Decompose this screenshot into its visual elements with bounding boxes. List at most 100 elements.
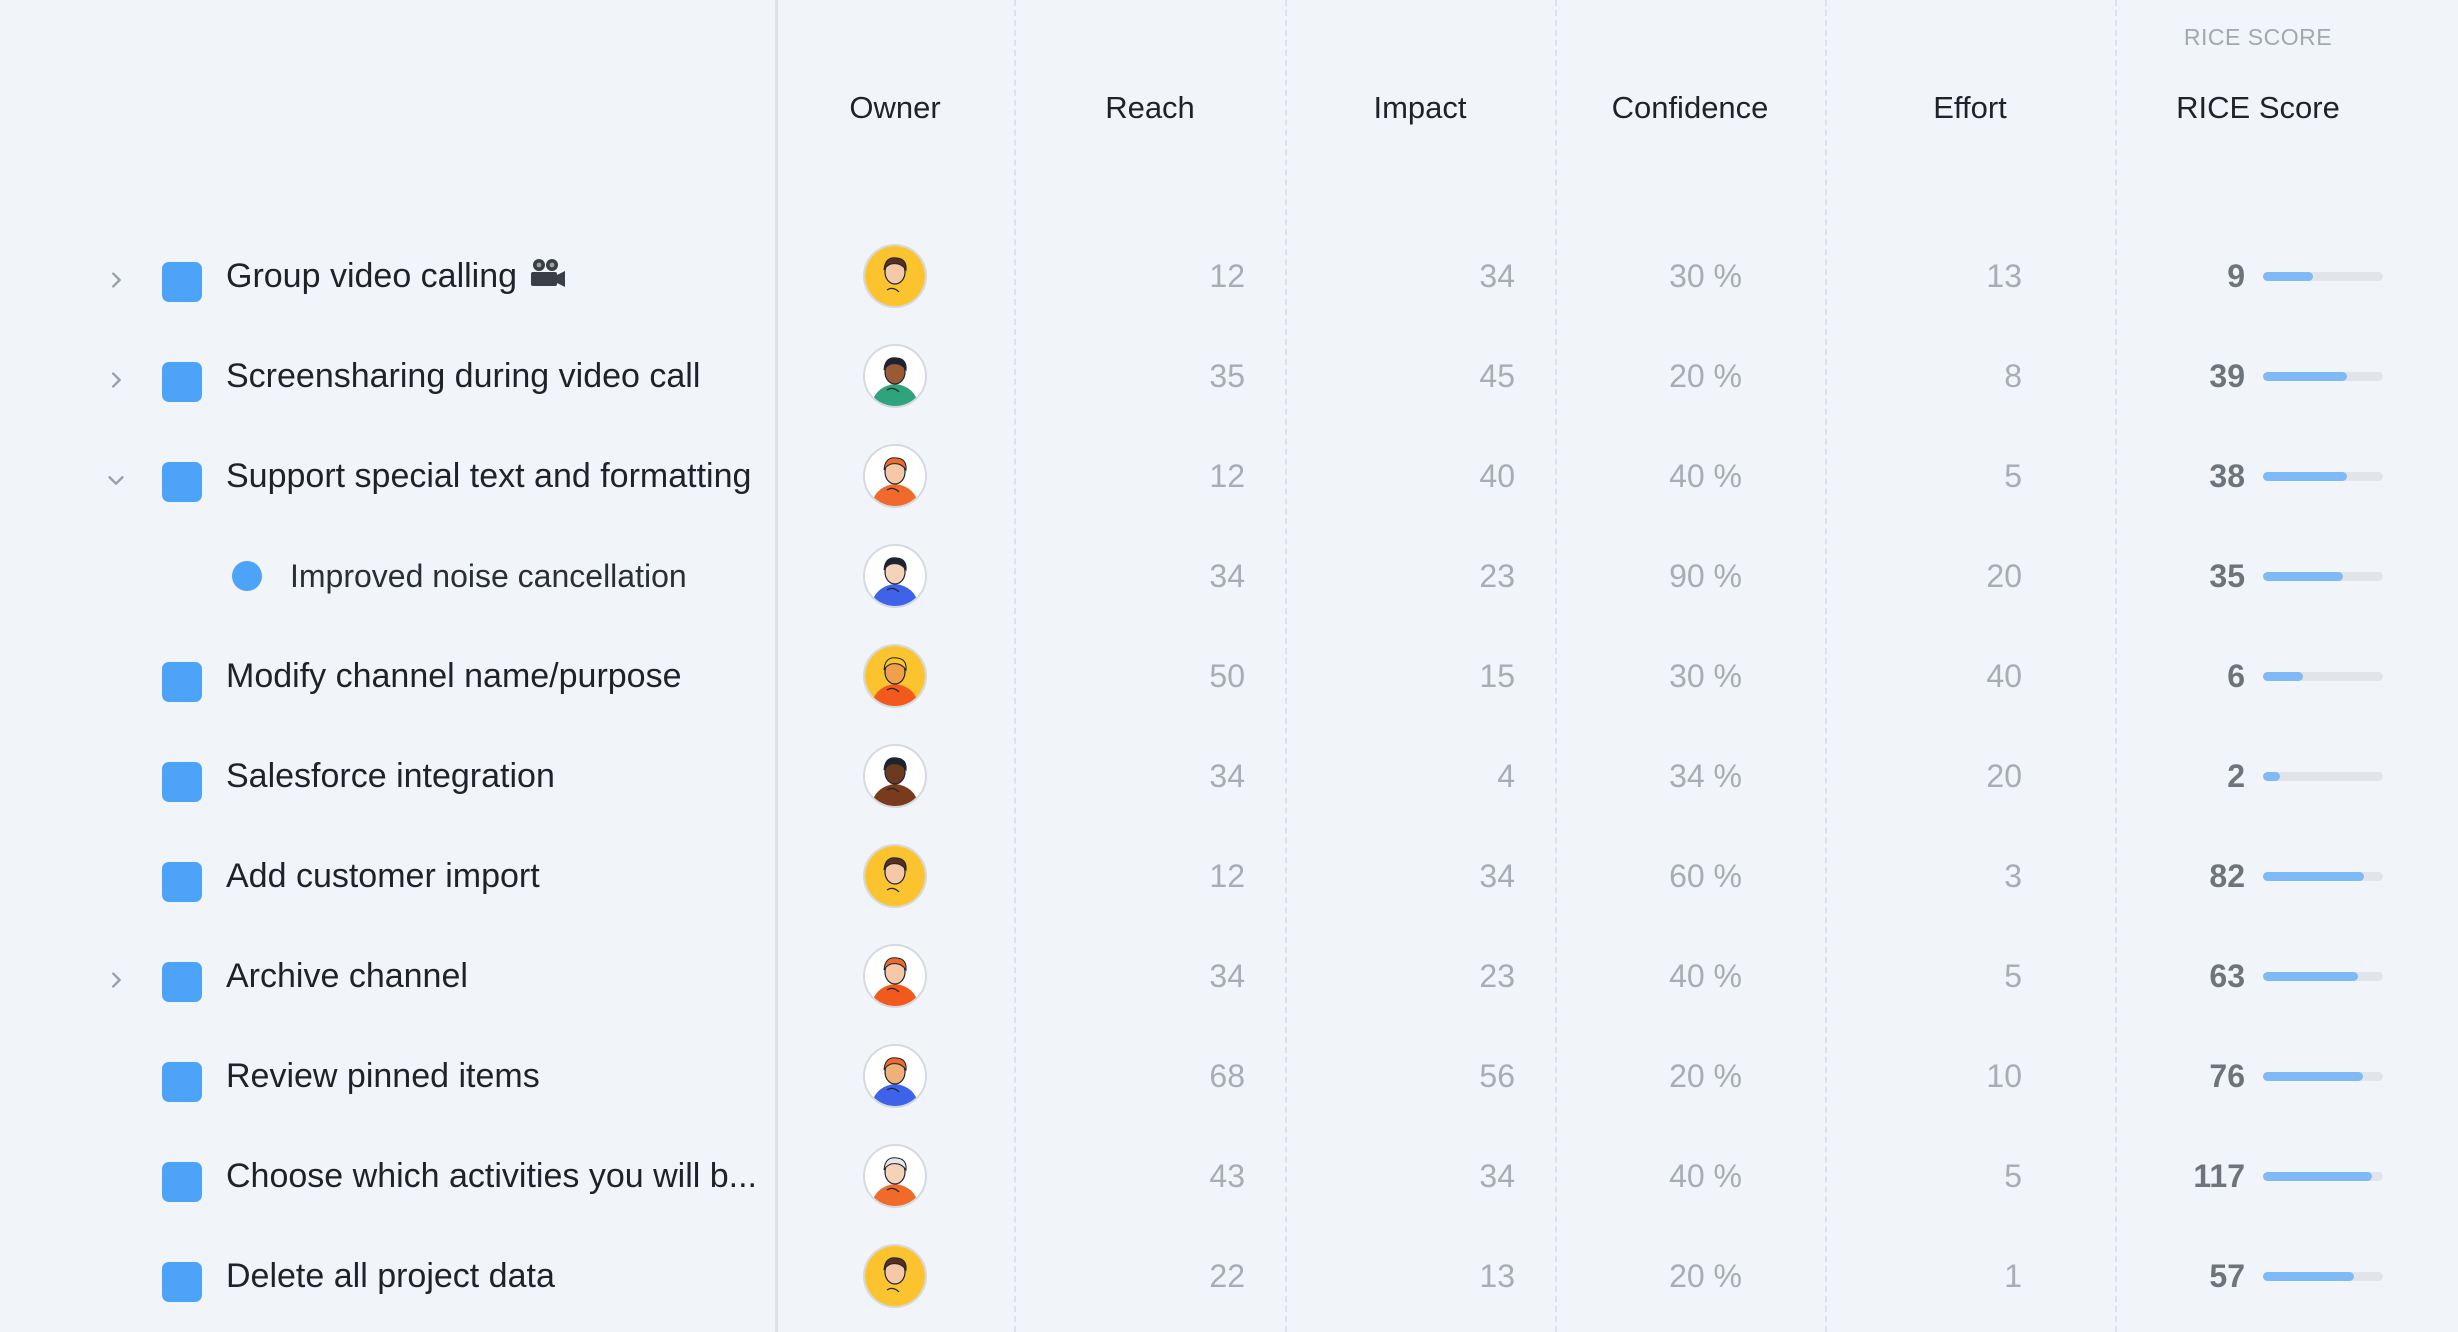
confidence-cell[interactable]: 20 % — [1669, 358, 1742, 394]
owner-avatar[interactable] — [863, 444, 927, 508]
effort-cell[interactable]: 40 — [1986, 658, 2022, 694]
chevron-down-icon[interactable] — [100, 464, 132, 496]
task-row[interactable]: Archive channel — [0, 926, 775, 1026]
effort-cell[interactable]: 5 — [2004, 958, 2022, 994]
task-row[interactable]: Support special text and formatting — [0, 426, 775, 526]
chevron-right-icon[interactable] — [100, 964, 132, 996]
task-row[interactable]: Add customer import — [0, 826, 775, 926]
task-title[interactable]: Choose which activities you will b... — [226, 1126, 757, 1226]
confidence-cell[interactable]: 40 % — [1669, 958, 1742, 994]
task-list-pane: Group video calling Screensharing during … — [0, 0, 778, 1332]
confidence-cell[interactable]: 60 % — [1669, 858, 1742, 894]
task-row[interactable]: Improved noise cancellation — [0, 526, 775, 626]
reach-cell[interactable]: 34 — [1209, 558, 1245, 594]
task-title[interactable]: Improved noise cancellation — [290, 526, 687, 626]
task-title[interactable]: Review pinned items — [226, 1026, 540, 1126]
effort-cell[interactable]: 20 — [1986, 558, 2022, 594]
impact-cell[interactable]: 34 — [1479, 1158, 1515, 1194]
item-color-square[interactable] — [162, 862, 202, 902]
task-title[interactable]: Screensharing during video call — [226, 326, 700, 426]
task-title[interactable]: Delete all project data — [226, 1226, 555, 1326]
item-color-square[interactable] — [162, 662, 202, 702]
item-color-square[interactable] — [162, 262, 202, 302]
reach-cell[interactable]: 34 — [1209, 758, 1245, 794]
owner-avatar[interactable] — [863, 544, 927, 608]
owner-avatar[interactable] — [863, 844, 927, 908]
owner-avatar[interactable] — [863, 944, 927, 1008]
reach-cell[interactable]: 12 — [1209, 858, 1245, 894]
reach-cell[interactable]: 43 — [1209, 1158, 1245, 1194]
reach-cell[interactable]: 12 — [1209, 458, 1245, 494]
confidence-cell[interactable]: 30 % — [1669, 658, 1742, 694]
effort-cell[interactable]: 8 — [2004, 358, 2022, 394]
rice-score-bar — [2263, 272, 2383, 281]
confidence-cell[interactable]: 20 % — [1669, 1058, 1742, 1094]
task-title[interactable]: Modify channel name/purpose — [226, 626, 682, 726]
reach-cell[interactable]: 22 — [1209, 1258, 1245, 1294]
impact-cell[interactable]: 56 — [1479, 1058, 1515, 1094]
task-title[interactable]: Add customer import — [226, 826, 540, 926]
impact-cell[interactable]: 45 — [1479, 358, 1515, 394]
task-row[interactable]: Group video calling — [0, 226, 775, 326]
effort-cell[interactable]: 20 — [1986, 758, 2022, 794]
impact-cell[interactable]: 13 — [1479, 1258, 1515, 1294]
task-title[interactable]: Archive channel — [226, 926, 468, 1026]
confidence-cell[interactable]: 30 % — [1669, 258, 1742, 294]
item-color-square[interactable] — [162, 962, 202, 1002]
impact-cell[interactable]: 23 — [1479, 958, 1515, 994]
task-title[interactable]: Support special text and formatting — [226, 426, 751, 526]
task-row[interactable]: Delete all project data — [0, 1226, 775, 1326]
task-row[interactable]: Review pinned items — [0, 1026, 775, 1126]
confidence-cell[interactable]: 40 % — [1669, 1158, 1742, 1194]
impact-cell[interactable]: 40 — [1479, 458, 1515, 494]
item-color-square[interactable] — [162, 1162, 202, 1202]
impact-cell[interactable]: 4 — [1497, 758, 1515, 794]
item-color-square[interactable] — [162, 1262, 202, 1302]
column-header-impact[interactable]: Impact — [1373, 90, 1467, 125]
owner-avatar[interactable] — [863, 244, 927, 308]
effort-cell[interactable]: 1 — [2004, 1258, 2022, 1294]
impact-cell[interactable]: 34 — [1479, 858, 1515, 894]
owner-avatar[interactable] — [863, 644, 927, 708]
effort-cell[interactable]: 3 — [2004, 858, 2022, 894]
effort-cell[interactable]: 5 — [2004, 458, 2022, 494]
owner-avatar[interactable] — [863, 1144, 927, 1208]
confidence-cell[interactable]: 90 % — [1669, 558, 1742, 594]
owner-avatar[interactable] — [863, 344, 927, 408]
task-row[interactable]: Modify channel name/purpose — [0, 626, 775, 726]
owner-avatar[interactable] — [863, 744, 927, 808]
column-header-effort[interactable]: Effort — [1933, 90, 2007, 125]
chevron-right-icon[interactable] — [100, 364, 132, 396]
item-color-square[interactable] — [162, 362, 202, 402]
reach-cell[interactable]: 12 — [1209, 258, 1245, 294]
impact-cell[interactable]: 34 — [1479, 258, 1515, 294]
reach-cell[interactable]: 35 — [1209, 358, 1245, 394]
impact-cell[interactable]: 15 — [1479, 658, 1515, 694]
confidence-cell[interactable]: 20 % — [1669, 1258, 1742, 1294]
owner-avatar[interactable] — [863, 1244, 927, 1308]
task-title[interactable]: Salesforce integration — [226, 726, 555, 826]
column-header-owner[interactable]: Owner — [849, 90, 941, 125]
effort-cell[interactable]: 5 — [2004, 1158, 2022, 1194]
task-title[interactable]: Group video calling — [226, 226, 567, 326]
task-row[interactable]: Screensharing during video call — [0, 326, 775, 426]
effort-cell[interactable]: 13 — [1986, 258, 2022, 294]
item-color-square[interactable] — [162, 462, 202, 502]
reach-cell[interactable]: 50 — [1209, 658, 1245, 694]
item-color-square[interactable] — [162, 762, 202, 802]
column-header-rice-score[interactable]: RICE Score — [2176, 90, 2340, 125]
impact-cell[interactable]: 23 — [1479, 558, 1515, 594]
confidence-cell[interactable]: 34 % — [1669, 758, 1742, 794]
column-header-reach[interactable]: Reach — [1105, 90, 1195, 125]
item-color-square[interactable] — [162, 1062, 202, 1102]
chevron-right-icon[interactable] — [100, 264, 132, 296]
column-divider — [1285, 0, 1287, 1332]
effort-cell[interactable]: 10 — [1986, 1058, 2022, 1094]
owner-avatar[interactable] — [863, 1044, 927, 1108]
confidence-cell[interactable]: 40 % — [1669, 458, 1742, 494]
task-row[interactable]: Choose which activities you will b... — [0, 1126, 775, 1226]
reach-cell[interactable]: 34 — [1209, 958, 1245, 994]
column-header-confidence[interactable]: Confidence — [1611, 90, 1769, 125]
task-row[interactable]: Salesforce integration — [0, 726, 775, 826]
reach-cell[interactable]: 68 — [1209, 1058, 1245, 1094]
